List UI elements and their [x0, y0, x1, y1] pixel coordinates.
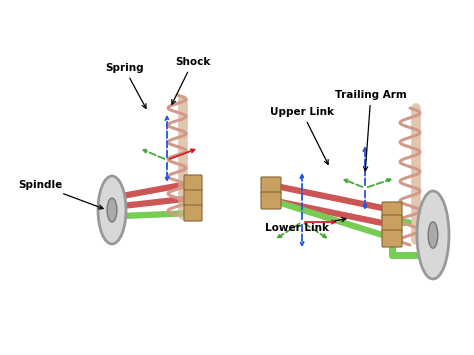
- Ellipse shape: [98, 176, 126, 244]
- FancyBboxPatch shape: [382, 202, 402, 219]
- Text: Spring: Spring: [105, 63, 146, 108]
- FancyBboxPatch shape: [184, 205, 202, 221]
- FancyBboxPatch shape: [184, 175, 202, 191]
- Text: Lower Link: Lower Link: [265, 218, 346, 233]
- FancyBboxPatch shape: [382, 215, 402, 232]
- Ellipse shape: [107, 198, 117, 222]
- FancyBboxPatch shape: [184, 190, 202, 206]
- Ellipse shape: [428, 222, 438, 248]
- Text: Trailing Arm: Trailing Arm: [335, 90, 407, 171]
- Text: Shock: Shock: [172, 57, 210, 104]
- FancyBboxPatch shape: [382, 230, 402, 247]
- FancyBboxPatch shape: [261, 192, 281, 209]
- Text: Upper Link: Upper Link: [270, 107, 334, 164]
- FancyBboxPatch shape: [261, 177, 281, 194]
- Ellipse shape: [417, 191, 449, 279]
- Text: Spindle: Spindle: [18, 180, 103, 209]
